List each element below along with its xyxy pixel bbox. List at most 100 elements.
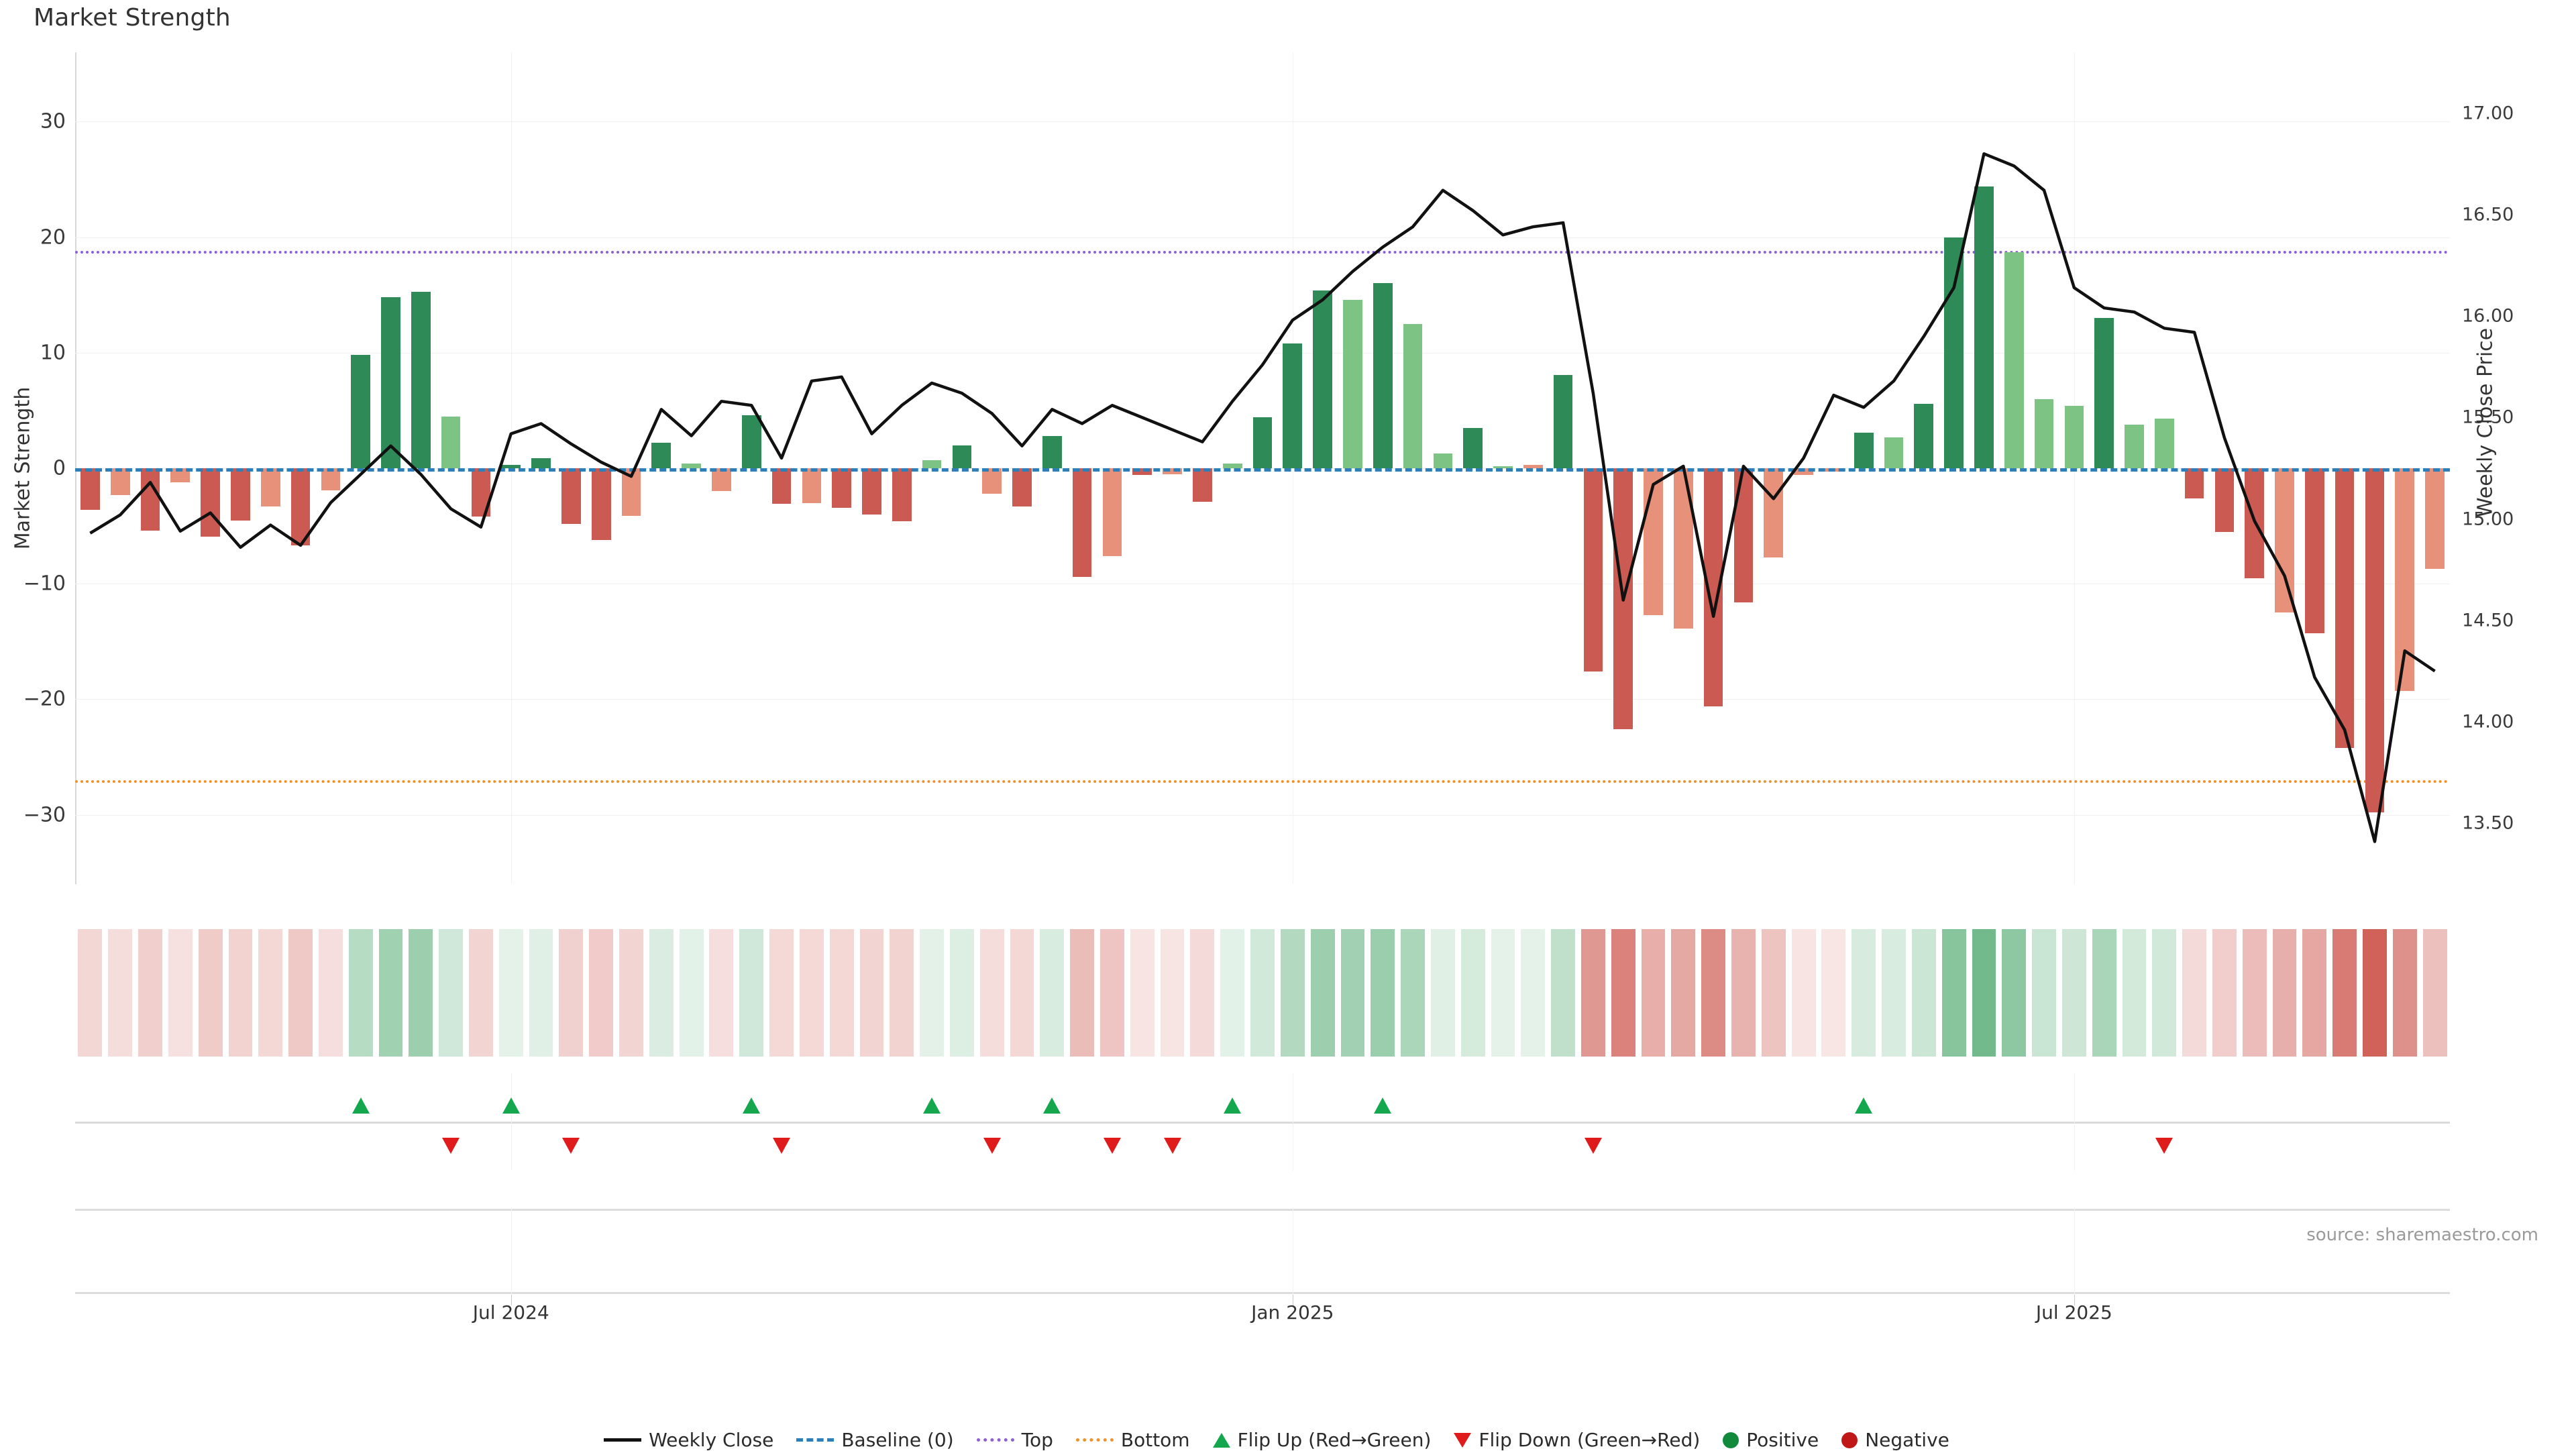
circle-green-icon	[1723, 1432, 1739, 1448]
strength-bar-positive	[1884, 437, 1904, 468]
y-axis-tick-right: 16.00	[2462, 305, 2514, 327]
strength-bar-negative	[1012, 468, 1032, 506]
legend-item[interactable]: Positive	[1723, 1429, 1819, 1451]
flip-down-marker-icon	[2155, 1138, 2174, 1154]
heatmap-cell-negative	[78, 929, 103, 1057]
heatmap-cell-negative	[1701, 929, 1726, 1057]
legend-item-label: Negative	[1865, 1429, 1949, 1451]
y-axis-tick-right: 16.50	[2462, 204, 2514, 225]
heatmap-cell-positive	[378, 929, 403, 1057]
heatmap-cell-negative	[1130, 929, 1155, 1057]
legend-item[interactable]: Baseline (0)	[796, 1429, 954, 1451]
y-axis-tick-left: 30	[40, 109, 66, 133]
heatmap-cell-positive	[2122, 929, 2147, 1057]
heatmap-cell-negative	[1100, 929, 1124, 1057]
heatmap-cell-positive	[1911, 929, 1936, 1057]
flip-down-marker-icon	[1163, 1138, 1181, 1154]
strength-bar-negative	[982, 468, 1002, 494]
heatmap-cell-negative	[1190, 929, 1215, 1057]
strength-bar-negative	[110, 468, 130, 495]
strength-bar-negative	[260, 468, 280, 506]
triangle-down-red-icon	[1454, 1432, 1472, 1448]
strength-bar-negative	[231, 468, 250, 521]
strength-bar-positive	[2004, 252, 2024, 468]
strength-bar-positive	[411, 291, 431, 468]
strength-bar-positive	[441, 416, 461, 468]
strength-bar-negative	[290, 468, 311, 546]
y-axis-tick-left: −30	[23, 803, 66, 827]
heatmap-cell-negative	[318, 929, 343, 1057]
chart-legend: Weekly Close Baseline (0) Top Bottom Flip Up…	[0, 1429, 2576, 1451]
legend-item[interactable]: Bottom	[1075, 1429, 1190, 1451]
strength-bar-positive	[2064, 406, 2084, 468]
flip-down-marker-icon	[1584, 1138, 1602, 1154]
heatmap-cell-negative	[108, 929, 133, 1057]
flip-up-marker-icon	[1224, 1097, 1242, 1114]
heatmap-cell-positive	[949, 929, 974, 1057]
strength-bar-positive	[531, 458, 551, 468]
flip-down-marker-icon	[773, 1138, 791, 1154]
legend-item[interactable]: Flip Down (Green→Red)	[1454, 1429, 1700, 1451]
heatmap-cell-positive	[529, 929, 553, 1057]
line-solid-black-icon	[604, 1438, 642, 1442]
strength-bar-positive	[1914, 403, 1934, 468]
strength-bar-negative	[2184, 468, 2204, 498]
heatmap-cell-negative	[1671, 929, 1696, 1057]
y-gridline	[75, 121, 2450, 123]
heatmap-cell-negative	[1070, 929, 1095, 1057]
strength-bar-positive	[1944, 237, 1964, 468]
heatmap-cell-positive	[920, 929, 944, 1057]
strength-bar-negative	[1583, 468, 1603, 672]
flip-up-marker-icon	[352, 1097, 370, 1114]
legend-item[interactable]: Weekly Close	[604, 1429, 773, 1451]
heatmap-cell-negative	[2422, 929, 2447, 1057]
heatmap-cell-negative	[1010, 929, 1034, 1057]
heatmap-cell-positive	[348, 929, 373, 1057]
left-axis-label: Market Strength	[11, 386, 35, 550]
strength-bar-positive	[952, 445, 972, 468]
strength-bar-negative	[201, 468, 220, 537]
heatmap-cell-negative	[1611, 929, 1635, 1057]
legend-item[interactable]: Negative	[1841, 1429, 1949, 1451]
y-axis-tick-left: 0	[52, 456, 66, 480]
heatmap-cell-positive	[1220, 929, 1245, 1057]
flip-up-marker-icon	[923, 1097, 941, 1114]
top-reference-line	[75, 251, 2450, 254]
strength-bar-positive	[651, 443, 672, 468]
heatmap-cell-negative	[619, 929, 643, 1057]
x-gridline	[511, 1073, 512, 1171]
strength-bar-negative	[892, 468, 912, 522]
strength-bar-positive	[381, 297, 400, 468]
strength-bar-positive	[1313, 290, 1332, 468]
weekly-close-line	[89, 152, 2436, 843]
strength-bar-negative	[1794, 468, 1813, 476]
flip-up-marker-icon	[502, 1097, 520, 1114]
y-gridline	[75, 814, 2450, 816]
strength-bar-positive	[1222, 464, 1242, 468]
strength-bar-positive	[2154, 418, 2174, 468]
heatmap-cell-positive	[1310, 929, 1335, 1057]
strength-heatmap-strip	[75, 929, 2450, 1057]
heatmap-cell-negative	[2392, 929, 2417, 1057]
flip-down-marker-icon	[562, 1138, 580, 1154]
strength-bar-positive	[1493, 466, 1513, 468]
heatmap-cell-positive	[649, 929, 674, 1057]
triangle-up-green-icon	[1212, 1432, 1230, 1448]
strength-bar-negative	[2334, 468, 2355, 748]
strength-bar-positive	[2125, 424, 2144, 468]
y-axis-tick-right: 13.50	[2462, 812, 2514, 834]
heatmap-cell-positive	[498, 929, 523, 1057]
strength-bar-negative	[771, 468, 792, 504]
flip-markers-panel	[75, 1073, 2450, 1171]
heatmap-cell-negative	[979, 929, 1004, 1057]
legend-item[interactable]: Top	[976, 1429, 1053, 1451]
flip-up-marker-icon	[1043, 1097, 1061, 1114]
heatmap-cell-positive	[1882, 929, 1906, 1057]
strength-bar-negative	[321, 468, 341, 490]
strength-bar-positive	[741, 415, 761, 468]
heatmap-cell-positive	[739, 929, 764, 1057]
strength-bar-negative	[802, 468, 822, 503]
legend-item[interactable]: Flip Up (Red→Green)	[1212, 1429, 1431, 1451]
heatmap-cell-negative	[1731, 929, 1756, 1057]
heatmap-cell-negative	[859, 929, 884, 1057]
